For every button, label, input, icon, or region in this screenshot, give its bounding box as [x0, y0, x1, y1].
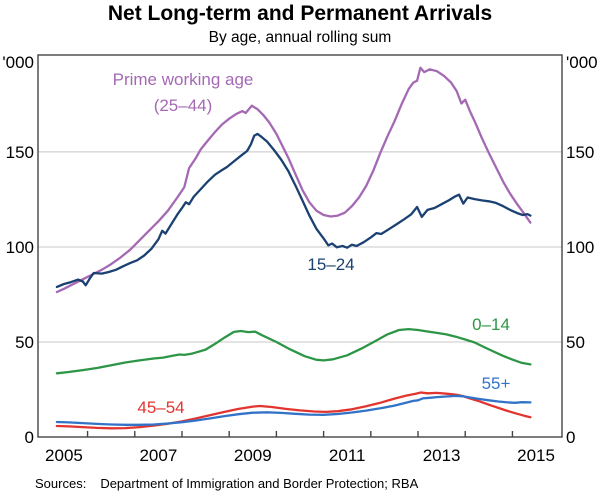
- x-tick-label: 2009: [233, 446, 272, 465]
- y-tick-label-left: 0: [24, 428, 34, 447]
- series-label-age-15-24: 15–24: [307, 255, 355, 274]
- y-axis-unit-right: '000: [566, 53, 598, 72]
- y-tick-label-left: 50: [15, 332, 34, 352]
- chart-title: Net Long-term and Permanent Arrivals: [107, 2, 493, 25]
- y-tick-label-left: 100: [5, 237, 34, 257]
- source-label: Sources:: [35, 476, 87, 491]
- series-label-age-55-plus: 55+: [481, 374, 511, 393]
- x-tick-label: 2005: [45, 446, 83, 465]
- y-tick-label-right: 150: [566, 142, 595, 162]
- y-tick-label-right: 100: [566, 237, 595, 257]
- series-label-prime-working-age-25-44: Prime working age (25–44): [112, 70, 254, 115]
- x-tick-label: 2007: [139, 446, 178, 465]
- source-note: Sources: Department of Immigration and Bo…: [35, 476, 418, 491]
- plot-frame: [37, 54, 563, 438]
- x-tick-label: 2011: [328, 446, 366, 465]
- series-label-age-0-14: 0–14: [472, 315, 510, 334]
- x-tick-label: 2015: [517, 446, 555, 465]
- series-line-age-15-24: [55, 132, 532, 289]
- x-tick-label: 2013: [422, 446, 461, 465]
- y-tick-label-right: 0: [566, 428, 576, 447]
- series-line-prime-working-age-25-44: [55, 66, 532, 294]
- y-tick-label-left: 150: [5, 142, 34, 162]
- series-line-age-0-14: [55, 327, 532, 375]
- source-text: Department of Immigration and Border Pro…: [100, 476, 419, 491]
- series-label-age-45-54: 45–54: [137, 398, 185, 417]
- series-line-age-55-plus: [55, 394, 532, 426]
- y-tick-label-right: 50: [566, 332, 585, 352]
- y-axis-unit-left: '000: [2, 53, 34, 72]
- chart-subtitle: By age, annual rolling sum: [208, 29, 392, 46]
